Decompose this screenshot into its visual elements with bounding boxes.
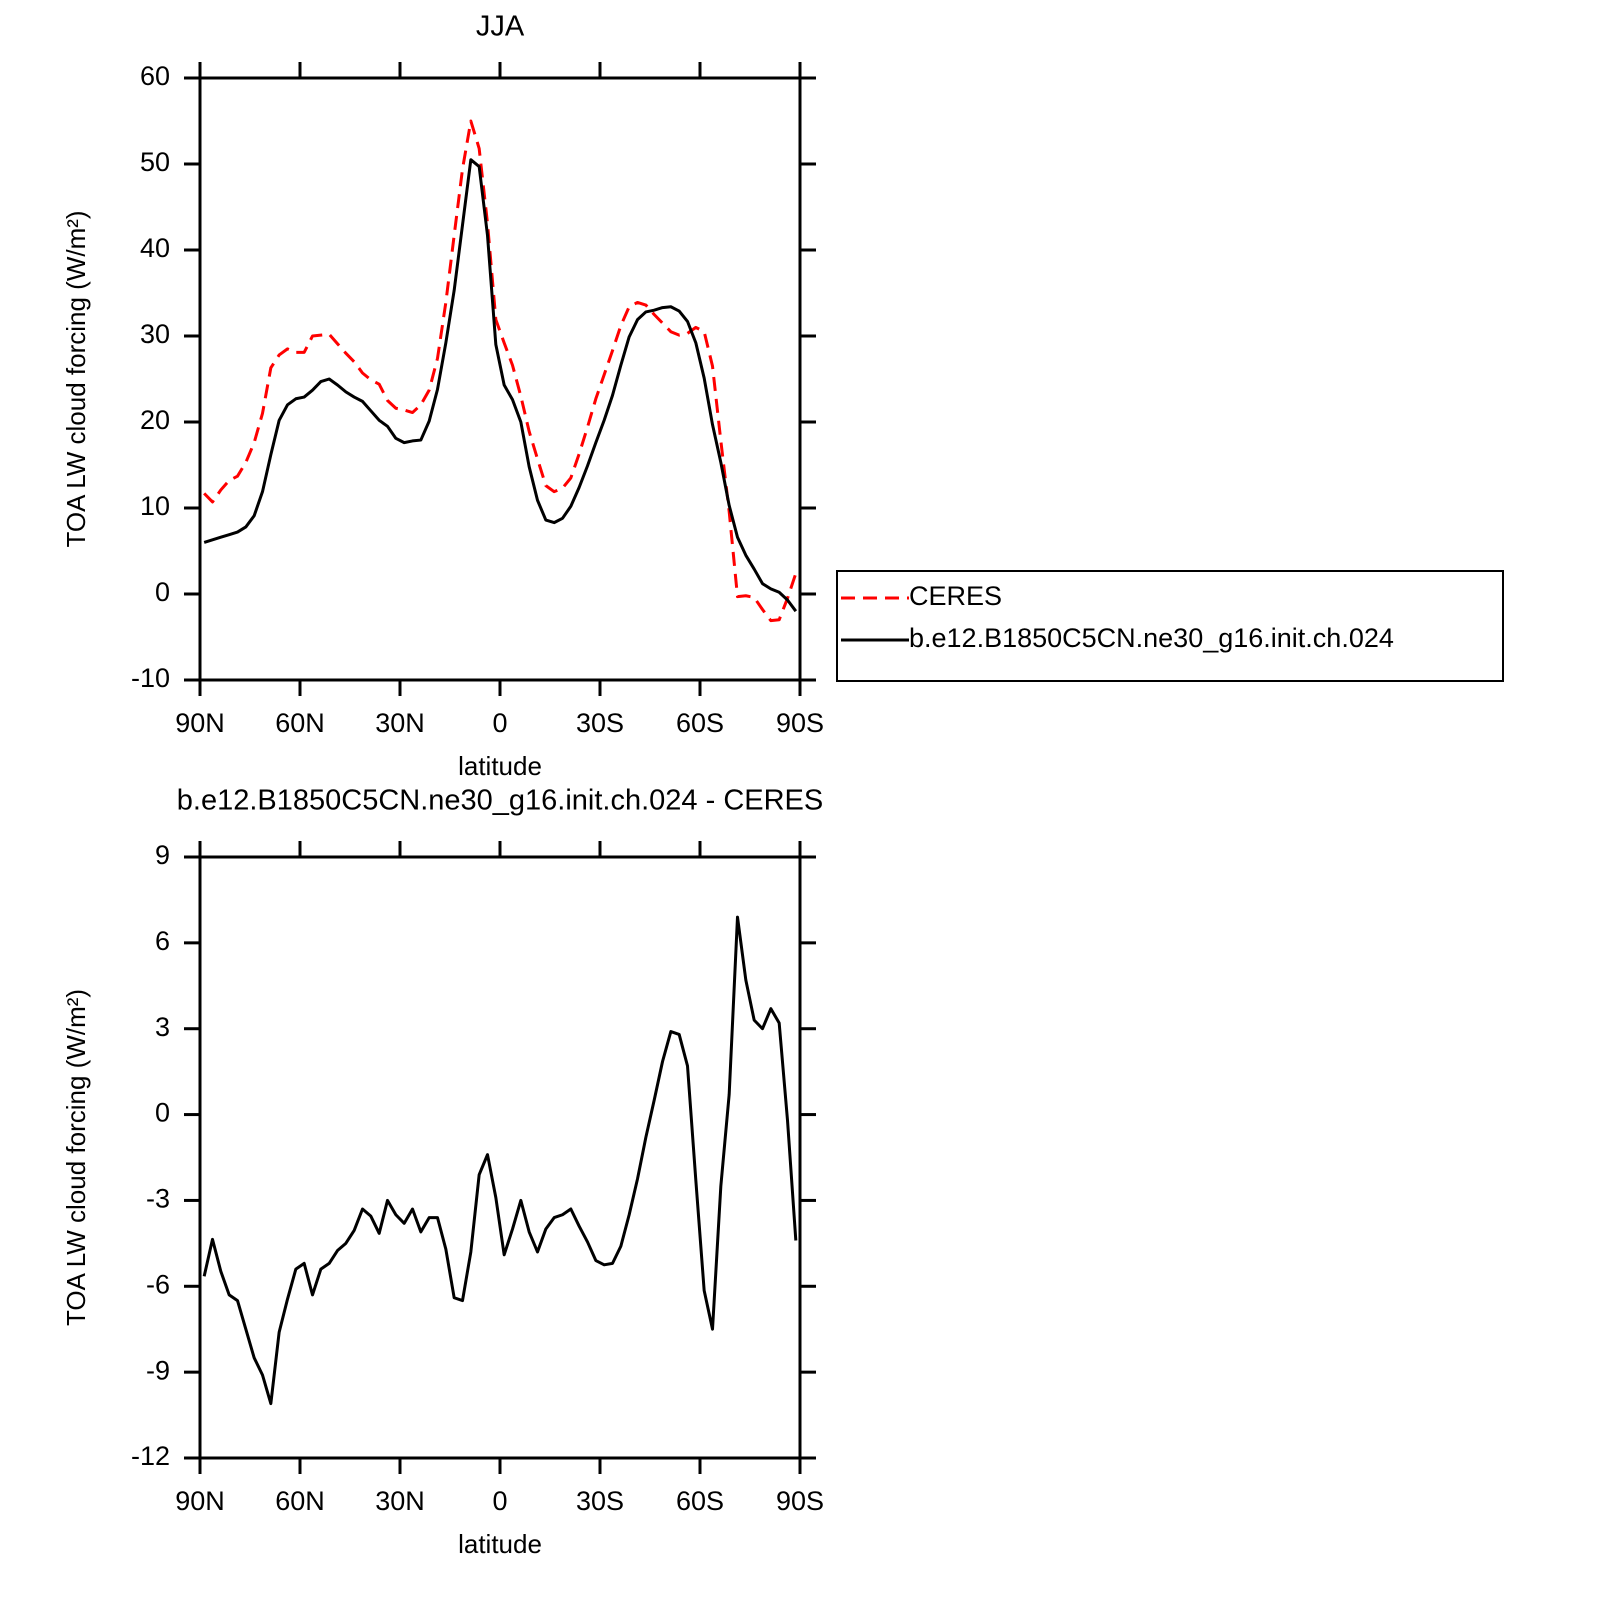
y-tick-label: 3 — [155, 1012, 170, 1042]
chart-title: b.e12.B1850C5CN.ne30_g16.init.ch.024 - C… — [177, 785, 823, 817]
x-tick-label: 60S — [676, 708, 724, 738]
x-tick-label: 60S — [676, 1486, 724, 1516]
y-tick-label: -12 — [131, 1441, 170, 1471]
y-tick-label: 20 — [140, 405, 170, 435]
legend-box — [836, 570, 1504, 682]
y-axis-label: TOA LW cloud forcing (W/m²) — [61, 989, 91, 1326]
x-tick-label: 90S — [776, 1486, 824, 1516]
x-tick-label: 90N — [175, 708, 225, 738]
legend: CERES b.e12.B1850C5CN.ne30_g16.init.ch.02… — [836, 570, 1504, 682]
y-tick-label: 50 — [140, 147, 170, 177]
plot-frame — [198, 76, 802, 682]
y-tick-label: 6 — [155, 926, 170, 956]
x-tick-label: 60N — [275, 708, 325, 738]
x-tick-label: 0 — [492, 708, 507, 738]
y-tick-label: 0 — [155, 1098, 170, 1128]
data-line — [203, 158, 798, 613]
legend-label: CERES — [909, 581, 1002, 611]
legend-label: b.e12.B1850C5CN.ne30_g16.init.ch.024 — [909, 623, 1394, 653]
y-tick-label: 60 — [140, 61, 170, 91]
x-axis-label: latitude — [458, 1529, 542, 1559]
data-line — [202, 915, 798, 1406]
data-line — [203, 119, 798, 623]
y-tick-label: -10 — [131, 663, 170, 693]
x-tick-label: 30S — [576, 1486, 624, 1516]
y-tick-label: -3 — [146, 1184, 170, 1214]
x-tick-label: 30N — [375, 708, 425, 738]
y-tick-label: 10 — [140, 491, 170, 521]
y-tick-label: -6 — [146, 1269, 170, 1299]
x-tick-label: 60N — [275, 1486, 325, 1516]
y-tick-label: 9 — [155, 840, 170, 870]
chart-title: JJA — [476, 11, 525, 43]
x-tick-label: 0 — [492, 1486, 507, 1516]
y-tick-label: 0 — [155, 577, 170, 607]
y-tick-label: 40 — [140, 233, 170, 263]
y-tick-label: 30 — [140, 319, 170, 349]
x-tick-label: 30N — [375, 1486, 425, 1516]
y-axis-label: TOA LW cloud forcing (W/m²) — [61, 210, 91, 547]
x-tick-label: 30S — [576, 708, 624, 738]
x-axis-label: latitude — [458, 751, 542, 781]
x-tick-label: 90S — [776, 708, 824, 738]
y-tick-label: -9 — [146, 1355, 170, 1385]
plot-frame — [198, 855, 802, 1460]
x-tick-label: 90N — [175, 1486, 225, 1516]
